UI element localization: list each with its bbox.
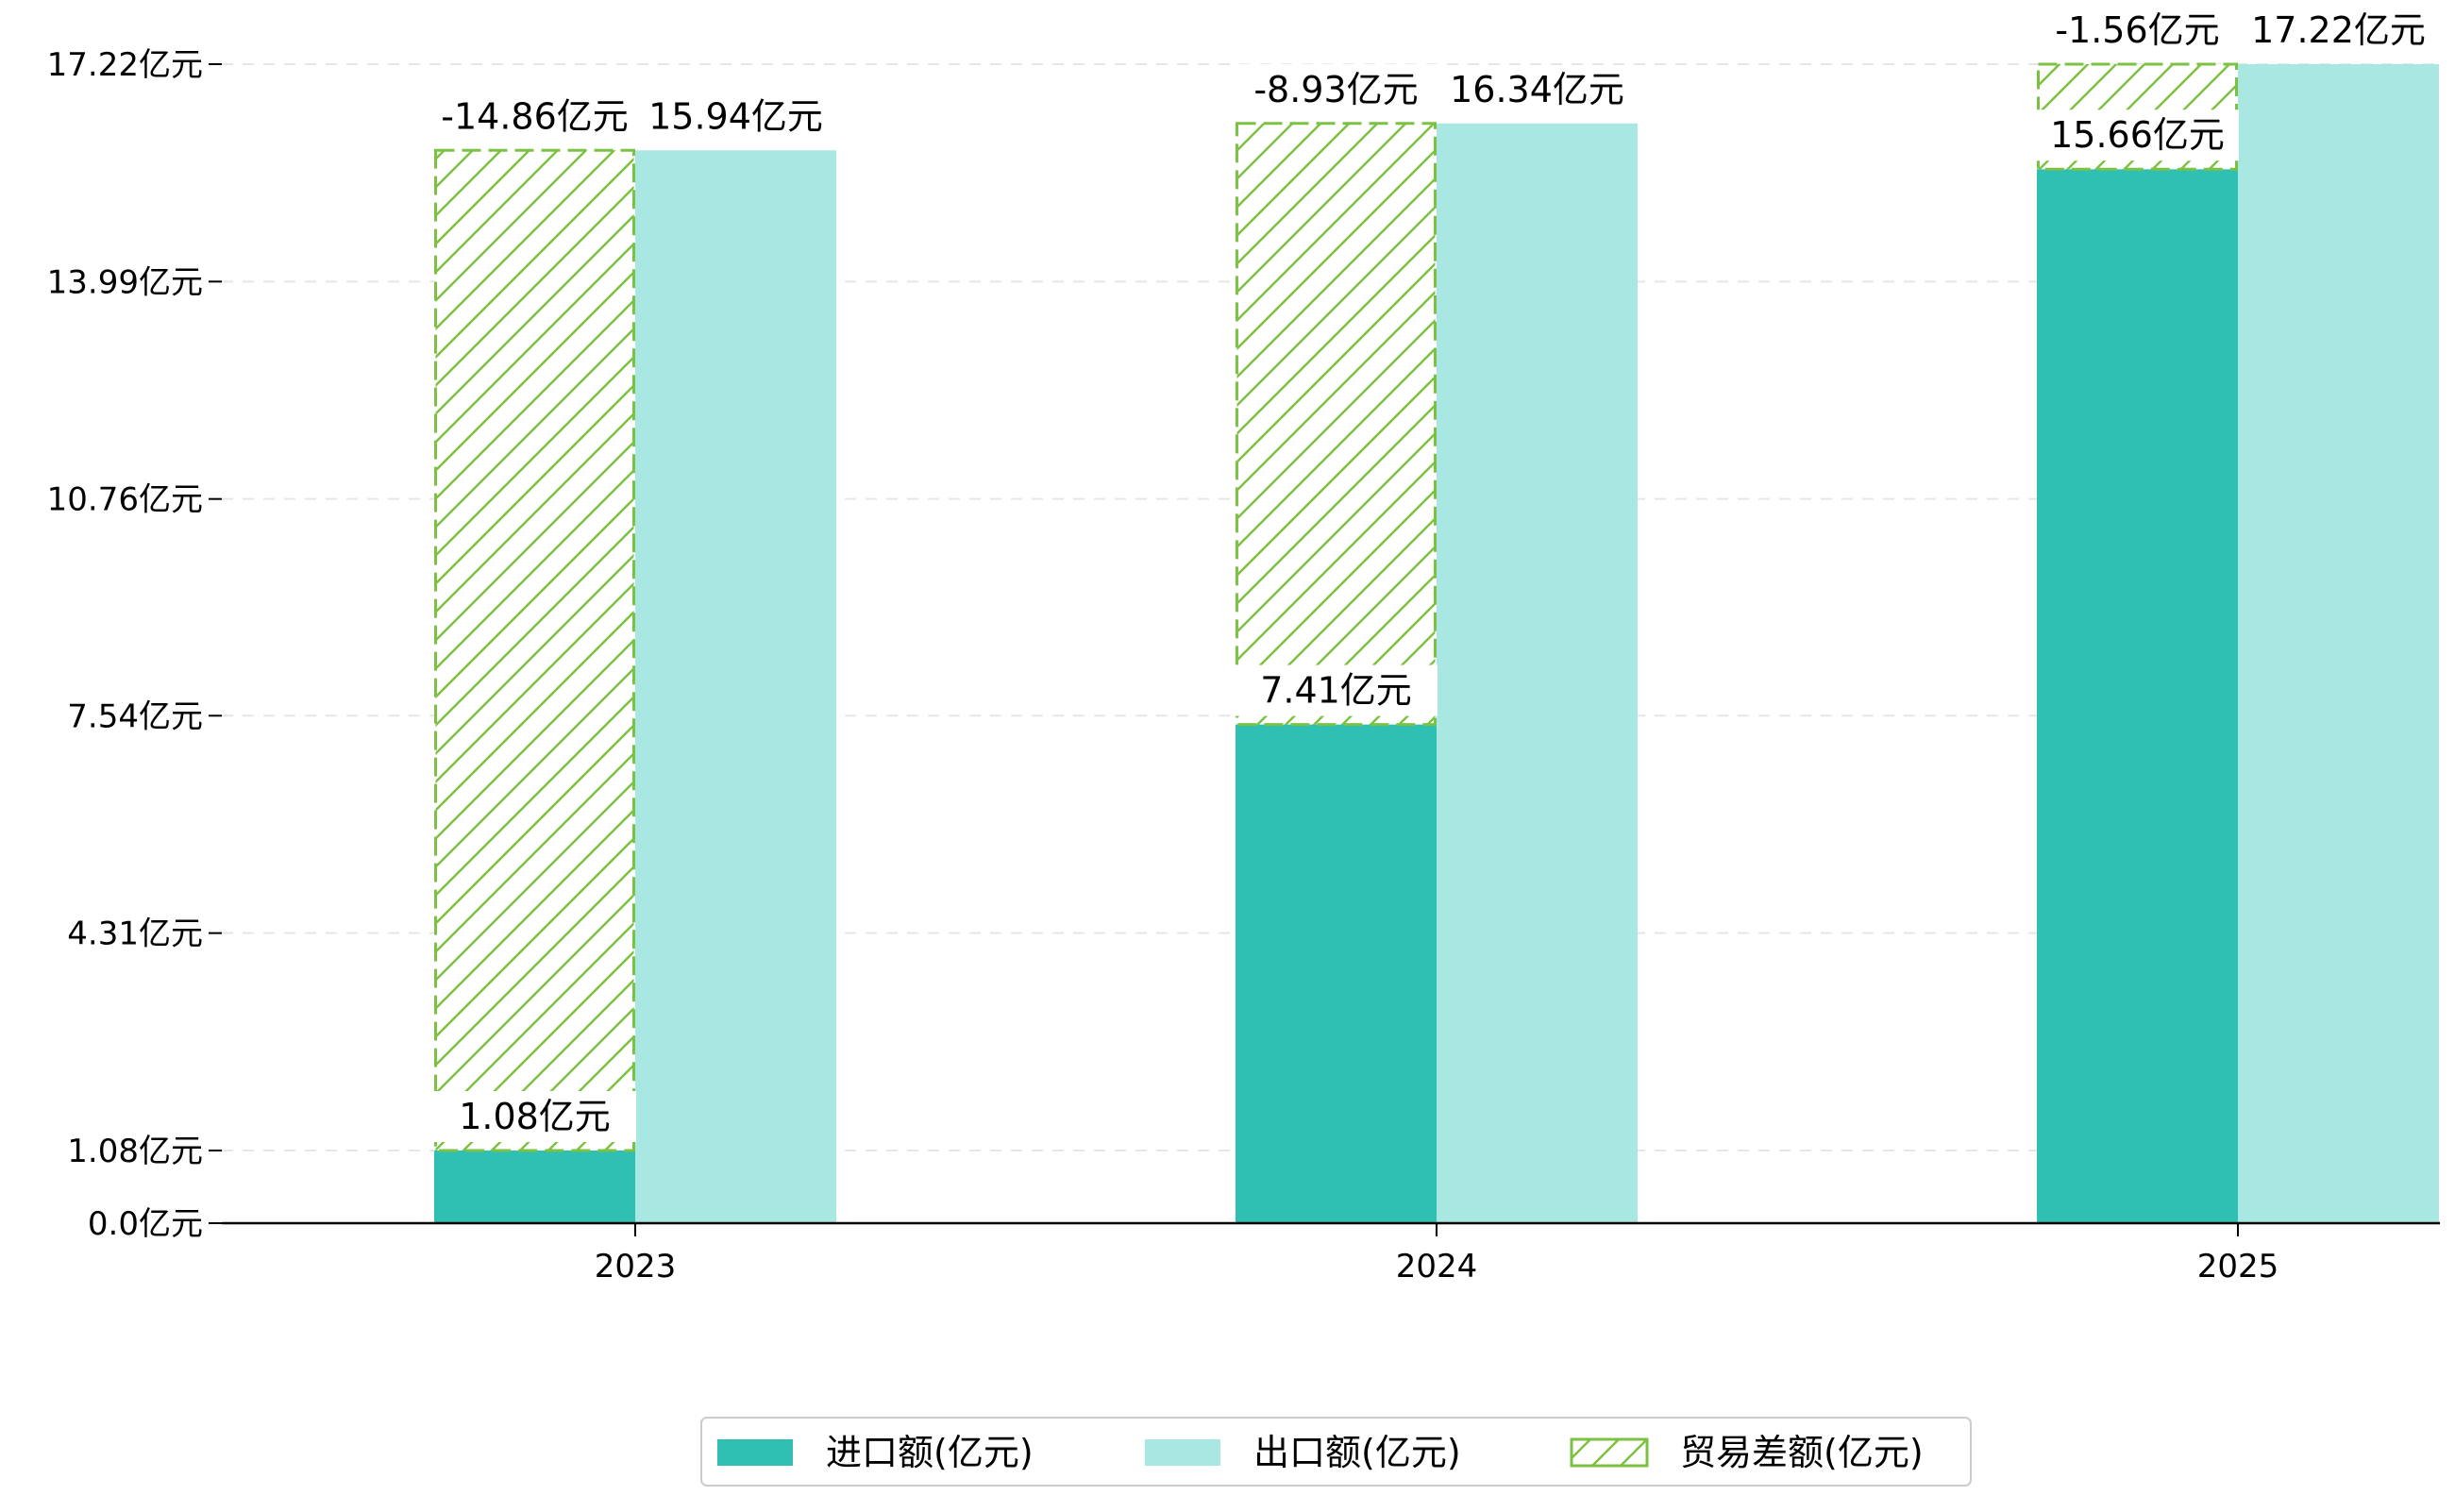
import-bar [434, 1150, 635, 1223]
y-tick-label: 17.22亿元 [47, 46, 203, 84]
x-tick-label: 2025 [2197, 1248, 2279, 1285]
legend-label: 进口额(亿元) [826, 1432, 1034, 1473]
x-tick-label: 2024 [1396, 1248, 1478, 1285]
import-value-label: 15.66亿元 [2050, 114, 2225, 156]
import-bar [1236, 724, 1437, 1223]
balance-value-label: -8.93亿元 [1253, 69, 1418, 110]
import-value-label: 7.41亿元 [1260, 670, 1412, 712]
import-value-label: 1.08亿元 [459, 1096, 611, 1137]
export-value-label: 17.22亿元 [2251, 9, 2426, 51]
legend-label: 贸易差额(亿元) [1680, 1432, 1924, 1473]
y-tick-label: 7.54亿元 [67, 697, 203, 735]
import-value-label-bg [1235, 664, 1438, 716]
export-value-label: 16.34亿元 [1450, 69, 1624, 110]
legend-swatch-import [717, 1439, 793, 1466]
balance-bar [434, 148, 635, 1152]
y-tick-label: 13.99亿元 [47, 263, 203, 301]
balance-value-label: -14.86亿元 [441, 95, 629, 137]
legend-swatch-balance [1570, 1437, 1649, 1468]
import-value-label-bg [433, 1090, 636, 1142]
y-tick-label: 10.76亿元 [47, 481, 203, 519]
export-bar [1437, 123, 1638, 1224]
import-bar [2037, 169, 2238, 1223]
balance-value-label: -1.56亿元 [2055, 9, 2219, 51]
balance-value-label-bg [2036, 5, 2239, 56]
export-bar [2238, 64, 2439, 1223]
balance-bar [1236, 122, 1437, 727]
legend-box [700, 1417, 1972, 1487]
legend-label: 出口额(亿元) [1253, 1432, 1461, 1473]
balance-value-label-bg [1235, 63, 1438, 115]
legend-swatch-export [1145, 1439, 1220, 1466]
y-tick-label: 0.0亿元 [88, 1205, 203, 1243]
balance-value-label-bg [433, 91, 636, 143]
y-tick-label: 1.08亿元 [67, 1133, 203, 1170]
x-tick-label: 2023 [595, 1248, 677, 1285]
export-value-label: 15.94亿元 [648, 95, 823, 137]
y-tick-label: 4.31亿元 [67, 916, 203, 953]
import-value-label-bg [2036, 109, 2239, 161]
export-bar [635, 150, 836, 1223]
